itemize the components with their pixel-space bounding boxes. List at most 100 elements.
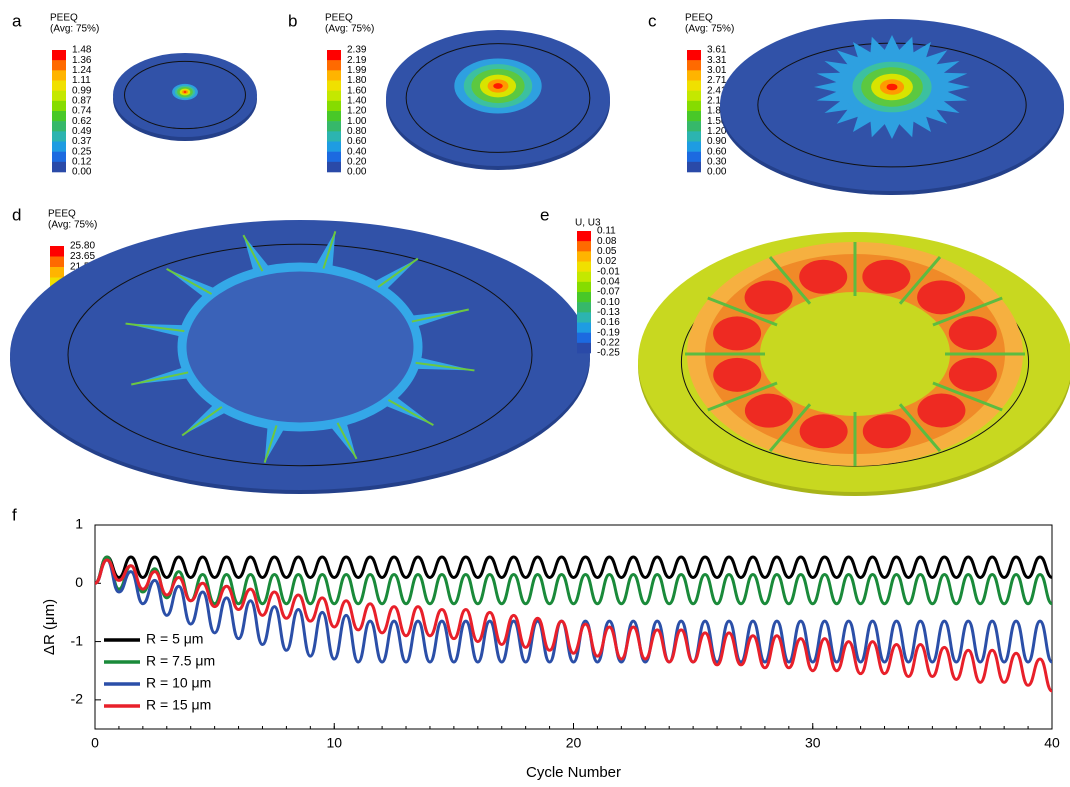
- x-tick-label: 40: [1044, 735, 1060, 751]
- color-band: [327, 152, 341, 162]
- x-axis-label: Cycle Number: [526, 764, 621, 781]
- color-band: [577, 231, 591, 241]
- color-band: [52, 152, 66, 162]
- color-band: [327, 60, 341, 70]
- color-band: [577, 292, 591, 302]
- color-band: [327, 81, 341, 91]
- color-band: [327, 142, 341, 152]
- contour: [917, 393, 965, 427]
- color-band: [52, 111, 66, 121]
- color-band: [327, 70, 341, 80]
- contour: [713, 358, 761, 392]
- panel-label: a: [12, 11, 22, 30]
- panel-label: d: [12, 205, 21, 224]
- color-band: [327, 162, 341, 172]
- legend-label: R = 10 μm: [146, 675, 211, 691]
- legend-title: PEEQ: [685, 13, 713, 24]
- color-band: [50, 246, 64, 257]
- contour: [745, 281, 793, 315]
- legend-label: R = 5 μm: [146, 631, 203, 647]
- legend-label: R = 7.5 μm: [146, 653, 215, 669]
- contour: [760, 292, 950, 416]
- color-band: [327, 101, 341, 111]
- color-band: [327, 121, 341, 131]
- color-band: [687, 81, 701, 91]
- color-band: [327, 91, 341, 101]
- contour: [949, 358, 997, 392]
- color-band: [687, 152, 701, 162]
- legend-level: 0.00: [347, 167, 367, 178]
- color-band: [52, 70, 66, 80]
- color-band: [50, 267, 64, 278]
- color-band: [687, 70, 701, 80]
- legend-title: PEEQ: [50, 13, 78, 24]
- y-axis-label: ΔR (μm): [41, 599, 58, 655]
- panel-label: e: [540, 205, 549, 224]
- series-line: [95, 557, 1052, 583]
- contour: [745, 394, 793, 428]
- legend-label: R = 15 μm: [146, 697, 211, 713]
- legend-subtitle: (Avg: 75%): [48, 220, 97, 231]
- color-band: [577, 343, 591, 353]
- series-line: [95, 557, 1052, 604]
- color-band: [687, 121, 701, 131]
- legend-level: -0.25: [597, 348, 620, 359]
- color-band: [52, 60, 66, 70]
- color-band: [50, 257, 64, 268]
- x-tick-label: 30: [805, 735, 821, 751]
- x-tick-label: 20: [566, 735, 582, 751]
- legend-subtitle: (Avg: 75%): [325, 24, 374, 35]
- color-band: [577, 323, 591, 333]
- color-band: [327, 50, 341, 60]
- y-tick-label: 1: [75, 516, 83, 532]
- series-line: [95, 560, 1052, 691]
- contour: [949, 316, 997, 350]
- x-tick-label: 0: [91, 735, 99, 751]
- contour: [862, 260, 910, 294]
- color-band: [687, 162, 701, 172]
- color-band: [577, 251, 591, 261]
- x-tick-label: 10: [326, 735, 342, 751]
- color-band: [327, 111, 341, 121]
- color-band: [577, 241, 591, 251]
- y-tick-label: -1: [71, 632, 84, 648]
- contour: [887, 84, 898, 91]
- y-tick-label: -2: [71, 691, 84, 707]
- panel-label: f: [12, 505, 17, 524]
- figure: aPEEQ(Avg: 75%)1.481.361.241.110.990.870…: [0, 0, 1070, 787]
- panel-label: c: [648, 11, 657, 30]
- color-band: [577, 262, 591, 272]
- plot-frame: [95, 525, 1052, 729]
- contour: [493, 83, 503, 89]
- color-band: [52, 121, 66, 131]
- color-band: [577, 333, 591, 343]
- contour: [800, 414, 848, 448]
- color-band: [52, 81, 66, 91]
- legend-title: PEEQ: [48, 209, 76, 220]
- legend-subtitle: (Avg: 75%): [50, 24, 99, 35]
- color-band: [52, 91, 66, 101]
- color-band: [577, 282, 591, 292]
- panel-label: b: [288, 11, 297, 30]
- color-band: [687, 131, 701, 141]
- color-band: [687, 111, 701, 121]
- color-band: [687, 142, 701, 152]
- contour: [184, 91, 187, 93]
- legend-title: PEEQ: [325, 13, 353, 24]
- contour: [799, 260, 847, 294]
- color-band: [577, 302, 591, 312]
- color-band: [687, 91, 701, 101]
- color-band: [52, 142, 66, 152]
- color-band: [52, 50, 66, 60]
- contour: [863, 414, 911, 448]
- contour: [713, 316, 761, 350]
- contour: [917, 280, 965, 314]
- legend-level: 0.00: [707, 167, 727, 178]
- legend-level: 23.65: [70, 251, 95, 262]
- color-band: [52, 101, 66, 111]
- color-band: [52, 131, 66, 141]
- contour: [182, 267, 418, 427]
- legend-level: 25.80: [70, 241, 95, 252]
- legend-subtitle: (Avg: 75%): [685, 24, 734, 35]
- y-tick-label: 0: [75, 574, 83, 590]
